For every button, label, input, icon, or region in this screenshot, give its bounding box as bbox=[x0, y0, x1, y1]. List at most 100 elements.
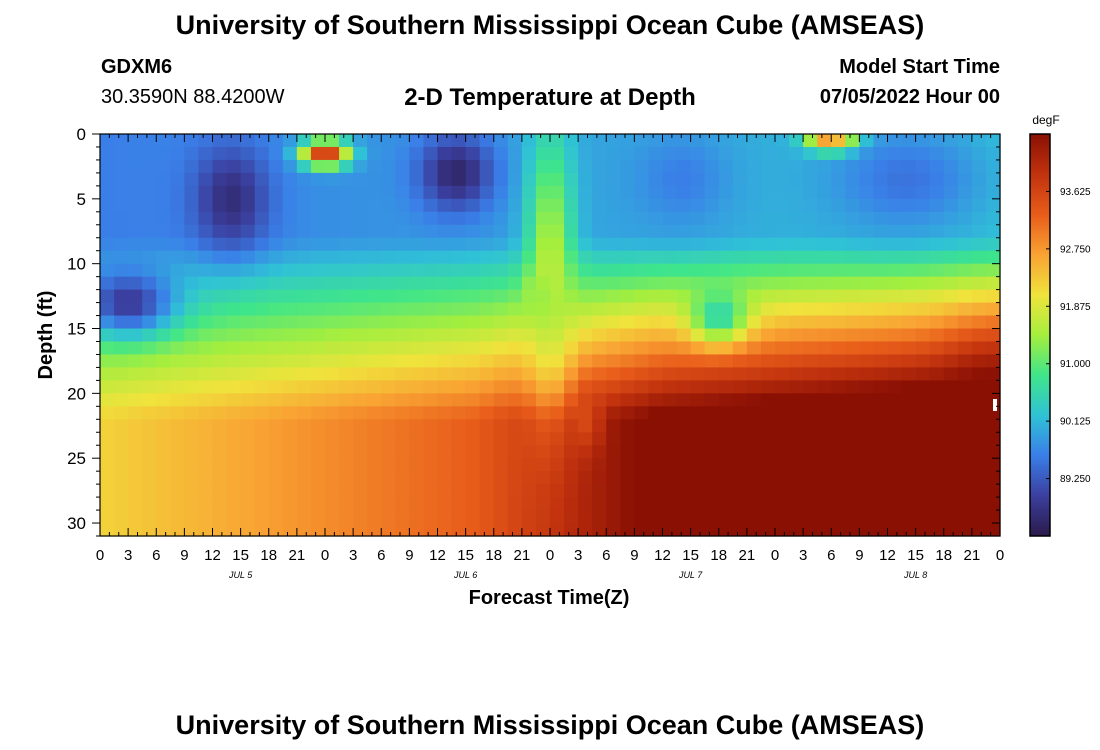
heatmap-cell bbox=[479, 185, 495, 200]
heatmap-cell bbox=[142, 237, 157, 252]
heatmap-cell bbox=[535, 146, 551, 161]
y-tick-label: 25 bbox=[67, 449, 86, 468]
heatmap-cell bbox=[325, 172, 340, 187]
heatmap-cell bbox=[606, 237, 621, 252]
heatmap-cell bbox=[634, 237, 650, 252]
heatmap-cell bbox=[760, 471, 776, 485]
heatmap-cell bbox=[282, 198, 298, 213]
heatmap-cell bbox=[212, 432, 228, 446]
heatmap-cell bbox=[142, 172, 157, 187]
heatmap-cell bbox=[845, 380, 860, 394]
x-tick-label: 15 bbox=[232, 547, 249, 564]
heatmap-cell bbox=[198, 497, 214, 511]
heatmap-cell bbox=[226, 380, 242, 394]
heatmap-cell bbox=[718, 237, 734, 252]
heatmap-cell bbox=[746, 367, 762, 381]
heatmap-cell bbox=[803, 367, 818, 381]
x-tick-label: 12 bbox=[879, 547, 896, 564]
heatmap-cell bbox=[339, 289, 354, 304]
heatmap-cell bbox=[859, 315, 875, 330]
heatmap-cell bbox=[479, 172, 495, 187]
heatmap-cell bbox=[339, 237, 354, 252]
heatmap-cell bbox=[831, 419, 846, 433]
heatmap-cell bbox=[507, 367, 523, 381]
heatmap-cell bbox=[198, 315, 214, 330]
colorbar-tick-label: 89.250 bbox=[1060, 474, 1091, 485]
heatmap-cell bbox=[760, 211, 776, 226]
heatmap-cell bbox=[775, 289, 790, 304]
heatmap-cell bbox=[985, 250, 1001, 265]
heatmap-cell bbox=[676, 146, 692, 161]
heatmap-cell bbox=[662, 458, 678, 472]
heatmap-cell bbox=[395, 510, 410, 524]
heatmap-cell bbox=[929, 315, 945, 330]
heatmap-cell bbox=[226, 211, 242, 226]
heatmap-cell bbox=[578, 198, 593, 213]
heatmap-cell bbox=[943, 146, 959, 161]
heatmap-cell bbox=[704, 523, 720, 537]
x-tick-label: 9 bbox=[855, 547, 863, 564]
heatmap-cell bbox=[732, 134, 748, 148]
x-tick-label: 18 bbox=[260, 547, 277, 564]
heatmap-cell bbox=[887, 276, 903, 291]
heatmap-cell bbox=[367, 198, 382, 213]
heatmap-cell bbox=[381, 172, 396, 187]
heatmap-cell bbox=[465, 484, 481, 498]
heatmap-cell bbox=[690, 445, 706, 459]
heatmap-cell bbox=[493, 159, 509, 174]
heatmap-cell bbox=[507, 237, 523, 252]
heatmap-cell bbox=[873, 302, 889, 317]
heatmap-cell bbox=[634, 276, 650, 291]
heatmap-cell bbox=[479, 146, 495, 161]
heatmap-cell bbox=[310, 380, 326, 394]
heatmap-cell bbox=[718, 458, 734, 472]
heatmap-cell bbox=[859, 211, 875, 226]
heatmap-cell bbox=[985, 276, 1001, 291]
heatmap-cell bbox=[521, 211, 537, 226]
heatmap-cell bbox=[831, 523, 846, 537]
heatmap-cell bbox=[845, 224, 860, 239]
heatmap-cell bbox=[887, 263, 903, 278]
heatmap-cell bbox=[254, 198, 270, 213]
heatmap-cell bbox=[634, 523, 650, 537]
heatmap-cell bbox=[170, 523, 185, 537]
heatmap-cell bbox=[957, 276, 973, 291]
heatmap-cell bbox=[789, 172, 804, 187]
heatmap-cell bbox=[128, 250, 143, 265]
heatmap-cell bbox=[100, 237, 115, 252]
colorbar-tick-label: 93.625 bbox=[1060, 187, 1091, 198]
heatmap-cell bbox=[156, 198, 171, 213]
heatmap-cell bbox=[254, 380, 270, 394]
heatmap-cell bbox=[817, 432, 832, 446]
heatmap-cell bbox=[268, 354, 284, 369]
heatmap-cell bbox=[521, 419, 537, 433]
heatmap-cell bbox=[873, 134, 889, 148]
heatmap-cell bbox=[578, 471, 593, 485]
heatmap-cell bbox=[746, 328, 762, 343]
heatmap-cell bbox=[564, 523, 579, 537]
heatmap-cell bbox=[296, 172, 312, 187]
heatmap-cell bbox=[929, 367, 945, 381]
heatmap-cell bbox=[184, 432, 200, 446]
heatmap-cell bbox=[648, 289, 664, 304]
heatmap-cell bbox=[817, 211, 832, 226]
heatmap-cell bbox=[957, 328, 973, 343]
heatmap-cell bbox=[859, 302, 875, 317]
heatmap-cell bbox=[156, 263, 171, 278]
heatmap-cell bbox=[437, 289, 453, 304]
heatmap-cell bbox=[873, 159, 889, 174]
heatmap-cell bbox=[493, 237, 509, 252]
y-tick-label: 0 bbox=[77, 125, 86, 144]
heatmap-cell bbox=[254, 159, 270, 174]
heatmap-cell bbox=[606, 445, 621, 459]
heatmap-cell bbox=[465, 471, 481, 485]
heatmap-cell bbox=[957, 523, 973, 537]
heatmap-cell bbox=[212, 159, 228, 174]
heatmap-cell bbox=[690, 211, 706, 226]
heatmap-cell bbox=[676, 185, 692, 200]
heatmap-cell bbox=[859, 185, 875, 200]
heatmap-cell bbox=[943, 445, 959, 459]
heatmap-cell bbox=[817, 172, 832, 187]
heatmap-cell bbox=[493, 341, 509, 356]
heatmap-cell bbox=[746, 484, 762, 498]
